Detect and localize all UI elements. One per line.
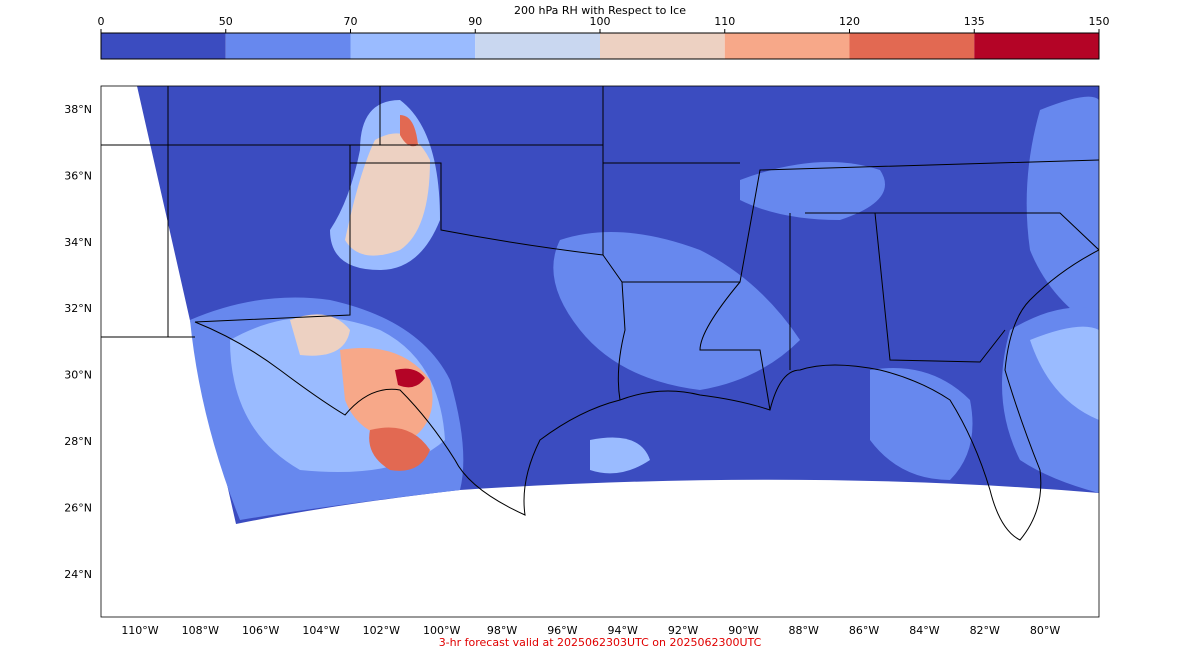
colorbar-tick-label: 50 xyxy=(219,15,233,28)
colorbar-segment xyxy=(225,33,351,59)
longitude-label: 104°W xyxy=(302,624,339,637)
map-ticks: 38°N 36°N 34°N 32°N 30°N 28°N 26°N 24°N 110°W 108… xyxy=(64,103,1060,637)
colorbar-segment xyxy=(101,33,226,59)
moist-region xyxy=(290,314,350,356)
colorbar-tick-label: 90 xyxy=(468,15,482,28)
longitude-label: 110°W xyxy=(121,624,158,637)
colorbar-tick-label: 150 xyxy=(1089,15,1110,28)
latitude-label: 32°N xyxy=(64,302,92,315)
longitude-label: 98°W xyxy=(487,624,517,637)
longitude-label: 108°W xyxy=(182,624,219,637)
moist-region xyxy=(369,427,430,471)
latitude-label: 30°N xyxy=(64,369,92,382)
colorbar-title: 200 hPa RH with Respect to Ice xyxy=(514,4,686,17)
colorbar-tick-label: 0 xyxy=(98,15,105,28)
political-borders xyxy=(101,86,1099,541)
colorbar-segment xyxy=(974,33,1099,59)
colorbar-segment xyxy=(475,33,600,59)
longitude-label: 102°W xyxy=(363,624,400,637)
colorbar-tick-label: 135 xyxy=(964,15,985,28)
moist-region xyxy=(870,368,973,480)
latitude-label: 28°N xyxy=(64,435,92,448)
longitude-label: 86°W xyxy=(849,624,879,637)
colorbar-segment xyxy=(849,33,975,59)
longitude-label: 82°W xyxy=(970,624,1000,637)
longitude-label: 106°W xyxy=(242,624,279,637)
colorbar-tick-label: 70 xyxy=(344,15,358,28)
forecast-footer: 3-hr forecast valid at 2025062303UTC on … xyxy=(439,636,762,649)
colorbar-segment xyxy=(350,33,476,59)
longitude-label: 92°W xyxy=(668,624,698,637)
colorbar-tick-label: 110 xyxy=(714,15,735,28)
longitude-label: 100°W xyxy=(423,624,460,637)
colorbar-tick-label: 100 xyxy=(590,15,611,28)
longitude-label: 96°W xyxy=(547,624,577,637)
latitude-label: 36°N xyxy=(64,169,92,182)
colorbar-segment xyxy=(600,33,725,59)
longitude-label: 88°W xyxy=(789,624,819,637)
longitude-label: 80°W xyxy=(1030,624,1060,637)
moist-region xyxy=(740,162,885,220)
moist-region xyxy=(1030,326,1099,420)
longitude-label: 84°W xyxy=(909,624,939,637)
map-field xyxy=(137,86,1099,524)
colorbar-segment xyxy=(724,33,850,59)
longitude-label: 94°W xyxy=(608,624,638,637)
latitude-label: 38°N xyxy=(64,103,92,116)
latitude-label: 26°N xyxy=(64,501,92,514)
latitude-label: 24°N xyxy=(64,568,92,581)
colorbar-tick-label: 120 xyxy=(839,15,860,28)
moist-region xyxy=(345,133,430,256)
moist-region xyxy=(1026,96,1099,331)
latitude-label: 34°N xyxy=(64,236,92,249)
map-frame xyxy=(100,85,1100,618)
moist-region xyxy=(590,437,650,474)
moist-region xyxy=(400,115,418,147)
moist-region xyxy=(395,368,425,388)
colorbar: 0 50 70 90 100 110 120 135 150 xyxy=(98,15,1110,59)
longitude-label: 90°W xyxy=(728,624,758,637)
colorbar-frame xyxy=(100,32,1100,60)
